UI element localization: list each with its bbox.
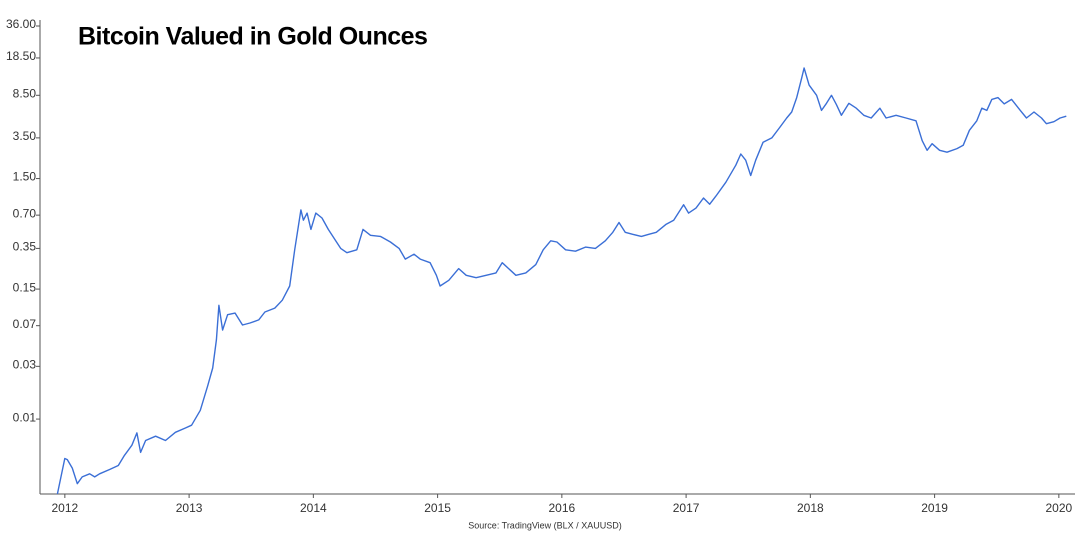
y-tick-label: 0.01 xyxy=(13,410,37,424)
y-tick-label: 0.07 xyxy=(13,317,37,331)
y-tick-label: 1.50 xyxy=(13,170,37,184)
x-tick-label: 2014 xyxy=(300,501,327,515)
x-tick-label: 2015 xyxy=(424,501,451,515)
y-tick-label: 0.70 xyxy=(13,206,37,220)
y-tick-label: 0.35 xyxy=(13,240,37,254)
x-tick-label: 2012 xyxy=(51,501,78,515)
chart-title: Bitcoin Valued in Gold Ounces xyxy=(78,23,427,51)
x-tick-label: 2019 xyxy=(921,501,948,515)
y-tick-label: 8.50 xyxy=(13,86,37,100)
source-note: Source: TradingView (BLX / XAUUSD) xyxy=(468,520,621,530)
y-tick-label: 0.03 xyxy=(13,358,37,372)
y-tick-label: 0.15 xyxy=(13,280,37,294)
y-tick-label: 3.50 xyxy=(13,129,37,143)
x-tick-label: 2018 xyxy=(797,501,824,515)
x-tick-label: 2020 xyxy=(1045,501,1072,515)
x-tick-label: 2013 xyxy=(176,501,203,515)
y-tick-label: 36.00 xyxy=(6,17,36,31)
x-tick-label: 2016 xyxy=(548,501,575,515)
y-tick-label: 18.50 xyxy=(6,49,36,63)
data-line xyxy=(56,67,1067,495)
x-tick-label: 2017 xyxy=(673,501,700,515)
